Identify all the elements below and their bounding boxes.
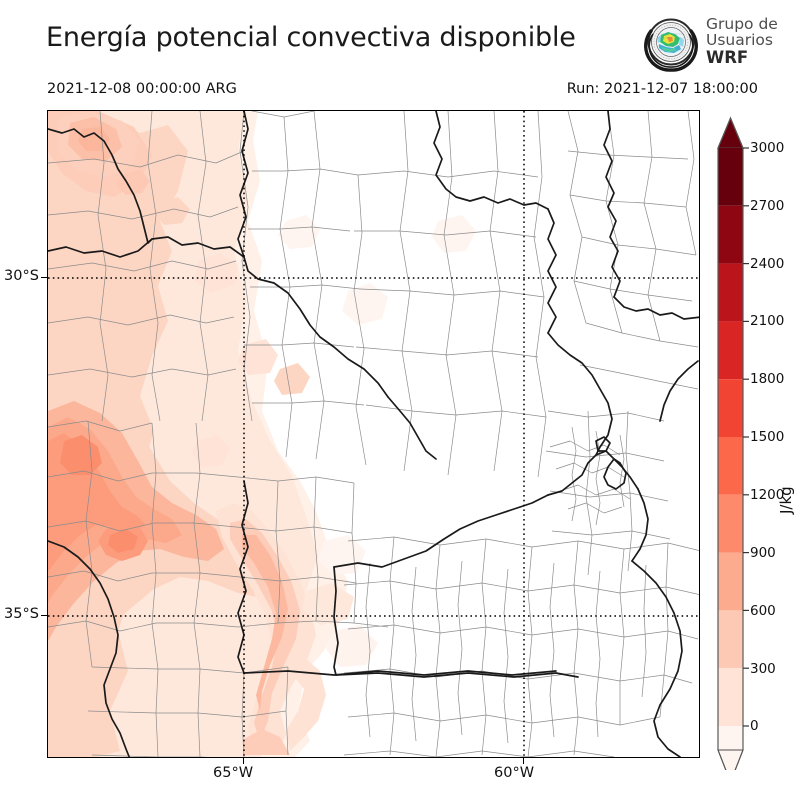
colorbar[interactable]: 3000 2700 2400 2100 1800 1500 1200 900 6… (706, 110, 800, 770)
colorbar-label-900: 900 (750, 545, 776, 561)
colorbar-label-2100: 2100 (750, 313, 785, 329)
cape-field-map (48, 111, 699, 757)
colorbar-gradient (717, 116, 749, 770)
wrf-globe-emblem-icon (644, 18, 698, 72)
logo-line-1: Grupo de (706, 15, 778, 33)
colorbar-label-0: 0 (750, 718, 759, 734)
logo-line-2: Usuarios (706, 30, 773, 49)
colorbar-label-1200: 1200 (750, 487, 785, 503)
x-tick-65w (243, 758, 245, 764)
colorbar-label-3000: 3000 (750, 140, 785, 156)
logo-line-3: WRF (706, 47, 749, 67)
colorbar-unit-label: J/kg (777, 486, 795, 514)
y-axis-tick-label-35s: 35°S (4, 606, 39, 622)
x-axis-tick-label-60w: 60°W (494, 765, 535, 781)
colorbar-label-1500: 1500 (750, 429, 785, 445)
colorbar-ticks (743, 147, 749, 727)
cape-band-600-900 (48, 401, 224, 641)
x-axis-tick-label-65w: 65°W (213, 765, 254, 781)
colorbar-bands (718, 148, 743, 750)
colorbar-label-300: 300 (750, 661, 776, 677)
logo: Grupo de Usuarios WRF (640, 13, 800, 75)
y-tick-30s (41, 277, 47, 279)
map-gridlines (48, 111, 699, 757)
map-plot-area[interactable] (47, 110, 700, 758)
colorbar-label-2700: 2700 (750, 198, 785, 214)
logo-text: Grupo de Usuarios WRF (706, 15, 800, 67)
department-boundaries (48, 111, 699, 757)
valid-time-label: 2021-12-08 00:00:00 ARG (47, 81, 237, 97)
run-time-label: Run: 2021-12-07 18:00:00 (566, 81, 758, 97)
y-axis-tick-label-30s: 30°S (4, 268, 39, 284)
x-tick-60w (523, 758, 525, 764)
colorbar-label-1800: 1800 (750, 371, 785, 387)
cape-band-east-faint (278, 215, 476, 667)
province-boundaries (48, 111, 699, 757)
y-tick-35s (41, 615, 47, 617)
colorbar-label-600: 600 (750, 603, 776, 619)
page-title: Energía potencial convectiva disponible (46, 22, 576, 53)
colorbar-label-2400: 2400 (750, 256, 785, 272)
